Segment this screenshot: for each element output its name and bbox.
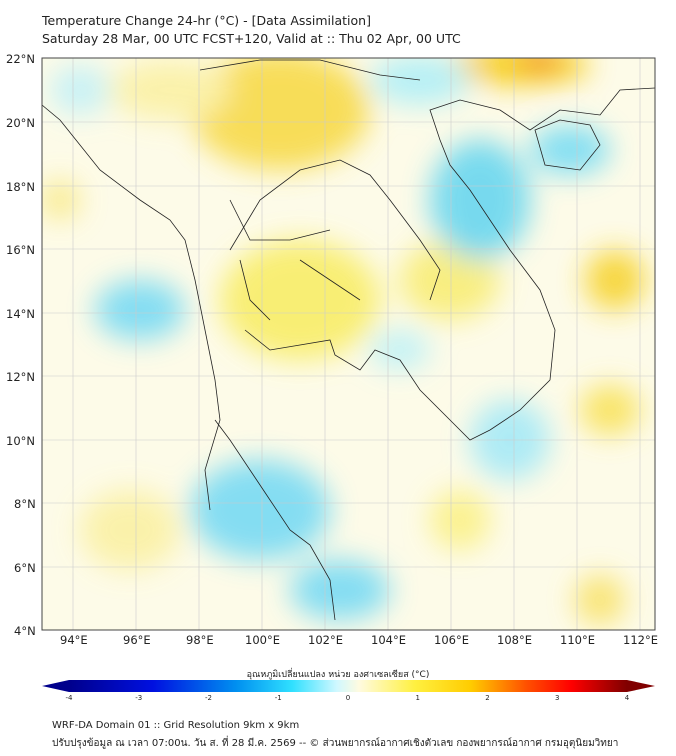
lon-label: 102°E (308, 633, 343, 647)
footer-credit: ปรับปรุงข้อมูล ณ เวลา 07:00น. วัน ส. ที่… (52, 738, 619, 749)
colorbar-tick: 2 (485, 694, 490, 702)
lat-label: 8°N (14, 497, 36, 511)
lon-label: 110°E (560, 633, 595, 647)
lat-label: 4°N (14, 624, 36, 638)
colorbar (42, 680, 655, 692)
lon-label: 108°E (497, 633, 532, 647)
lat-label: 22°N (6, 52, 35, 66)
lon-label: 112°E (623, 633, 658, 647)
chart-subtitle: Saturday 28 Mar, 00 UTC FCST+120, Valid … (42, 31, 461, 46)
colorbar-label: อุณหภูมิเปลี่ยนแปลง หน่วย องศาเซลเซียส (… (246, 670, 430, 680)
colorbar-tick: 3 (555, 694, 560, 702)
colorbar-tick: 1 (415, 694, 420, 702)
footer-model-info: WRF-DA Domain 01 :: Grid Resolution 9km … (52, 720, 300, 731)
lon-label: 94°E (60, 633, 88, 647)
coastlines (42, 59, 655, 621)
colorbar-tick: -4 (65, 694, 73, 702)
map-field (42, 58, 655, 630)
colorbar-tick: -2 (205, 694, 212, 702)
lat-label: 16°N (6, 243, 35, 257)
lat-label: 6°N (14, 561, 36, 575)
chart-title: Temperature Change 24-hr (°C) - [Data As… (42, 13, 371, 28)
map-frame (41, 57, 656, 631)
lon-label: 98°E (186, 633, 214, 647)
lon-label: 100°E (245, 633, 280, 647)
lat-label: 10°N (6, 434, 35, 448)
lat-label: 12°N (6, 370, 35, 384)
colorbar-tick: 4 (624, 694, 630, 702)
lat-label: 20°N (6, 116, 35, 130)
colorbar-tick: -1 (274, 694, 282, 702)
lon-label: 106°E (434, 633, 469, 647)
colorbar-tick: -3 (135, 694, 143, 702)
lat-label: 18°N (6, 180, 35, 194)
colorbar-tick: 0 (345, 694, 351, 702)
lon-label: 96°E (123, 633, 151, 647)
lon-label: 104°E (371, 633, 406, 647)
lat-label: 14°N (6, 307, 35, 321)
